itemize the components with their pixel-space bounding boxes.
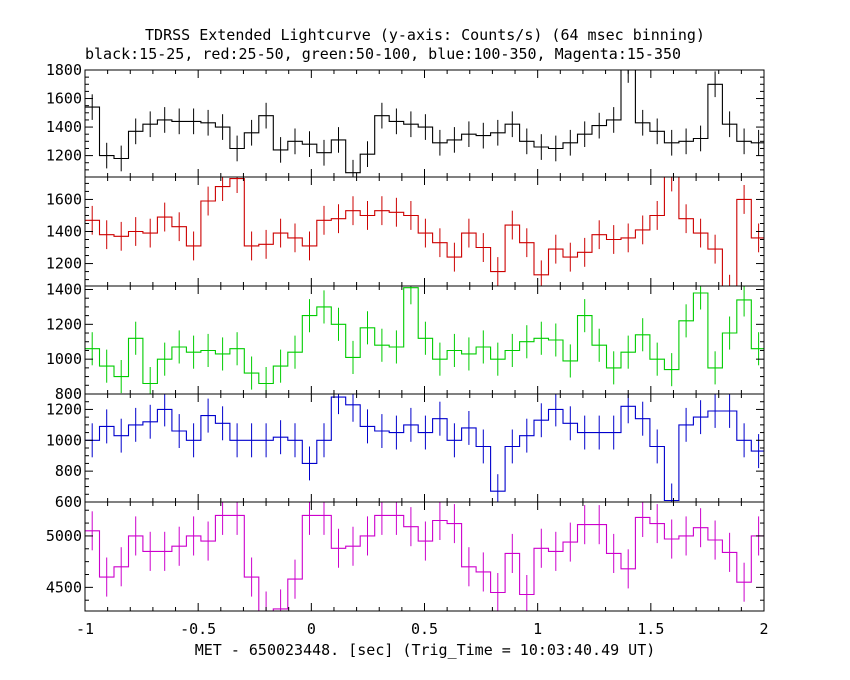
series-step-line-4 — [85, 514, 764, 611]
series-step-line-1 — [85, 177, 764, 286]
panel-0: 1200 1400 1600 1800 — [46, 61, 765, 178]
y-tick-label: 1200 — [46, 255, 82, 273]
y-tick-label: 5000 — [46, 527, 82, 545]
y-tick-label: 800 — [55, 462, 82, 480]
panel-4-data — [85, 502, 764, 611]
chart-subtitle: black:15-25, red:25-50, green:50-100, bl… — [85, 45, 681, 63]
panel-2-data — [85, 286, 764, 394]
x-axis-label: MET - 650023448. [sec] (Trig_Time = 10:0… — [195, 641, 656, 659]
y-tick-label: 1200 — [46, 315, 82, 333]
y-tick-label: 1600 — [46, 190, 82, 208]
y-tick-label: 1600 — [46, 90, 82, 108]
panel-1: 1200 1400 1600 — [46, 176, 765, 287]
panel-2: 800 1000 1200 1400 — [46, 280, 765, 403]
panel-frame-4 — [84, 501, 765, 612]
x-tick-label: 1 — [533, 620, 542, 638]
y-tick-label: 1000 — [46, 350, 82, 368]
series-step-line-0 — [85, 70, 764, 174]
panel-1-data — [85, 177, 764, 286]
y-tick-label: 1400 — [46, 280, 82, 298]
panel-frame-3 — [84, 393, 765, 503]
y-tick-label: 1200 — [46, 147, 82, 165]
x-tick-label: -0.5 — [180, 620, 216, 638]
panel-frame-0 — [84, 69, 765, 178]
panel-frame-2 — [84, 285, 765, 395]
series-step-line-2 — [85, 287, 764, 385]
chart-title: TDRSS Extended Lightcurve (y-axis: Count… — [145, 26, 705, 44]
panel-0-data — [85, 70, 764, 177]
x-axis: -1 -0.5 0 0.5 1 1.5 2 — [76, 620, 769, 638]
y-tick-label: 1000 — [46, 431, 82, 449]
x-tick-label: 2 — [759, 620, 768, 638]
y-tick-label: 1400 — [46, 118, 82, 136]
y-tick-label: 4500 — [46, 578, 82, 596]
y-tick-label: 1400 — [46, 223, 82, 241]
y-tick-label: 600 — [55, 493, 82, 511]
x-tick-label: 1.5 — [637, 620, 664, 638]
panels-group: 1200140016001800120014001600800100012001… — [46, 61, 765, 612]
y-tick-label: 1200 — [46, 400, 82, 418]
panel-3: 600 800 1000 1200 — [46, 393, 765, 511]
panel-3-data — [85, 394, 764, 502]
y-tick-label: 1800 — [46, 61, 82, 79]
y-tick-label: 800 — [55, 385, 82, 403]
series-step-line-3 — [85, 396, 764, 502]
x-tick-label: 0.5 — [411, 620, 438, 638]
x-tick-label: 0 — [307, 620, 316, 638]
x-tick-label: -1 — [76, 620, 94, 638]
panel-4: 4500 5000 — [46, 501, 765, 612]
